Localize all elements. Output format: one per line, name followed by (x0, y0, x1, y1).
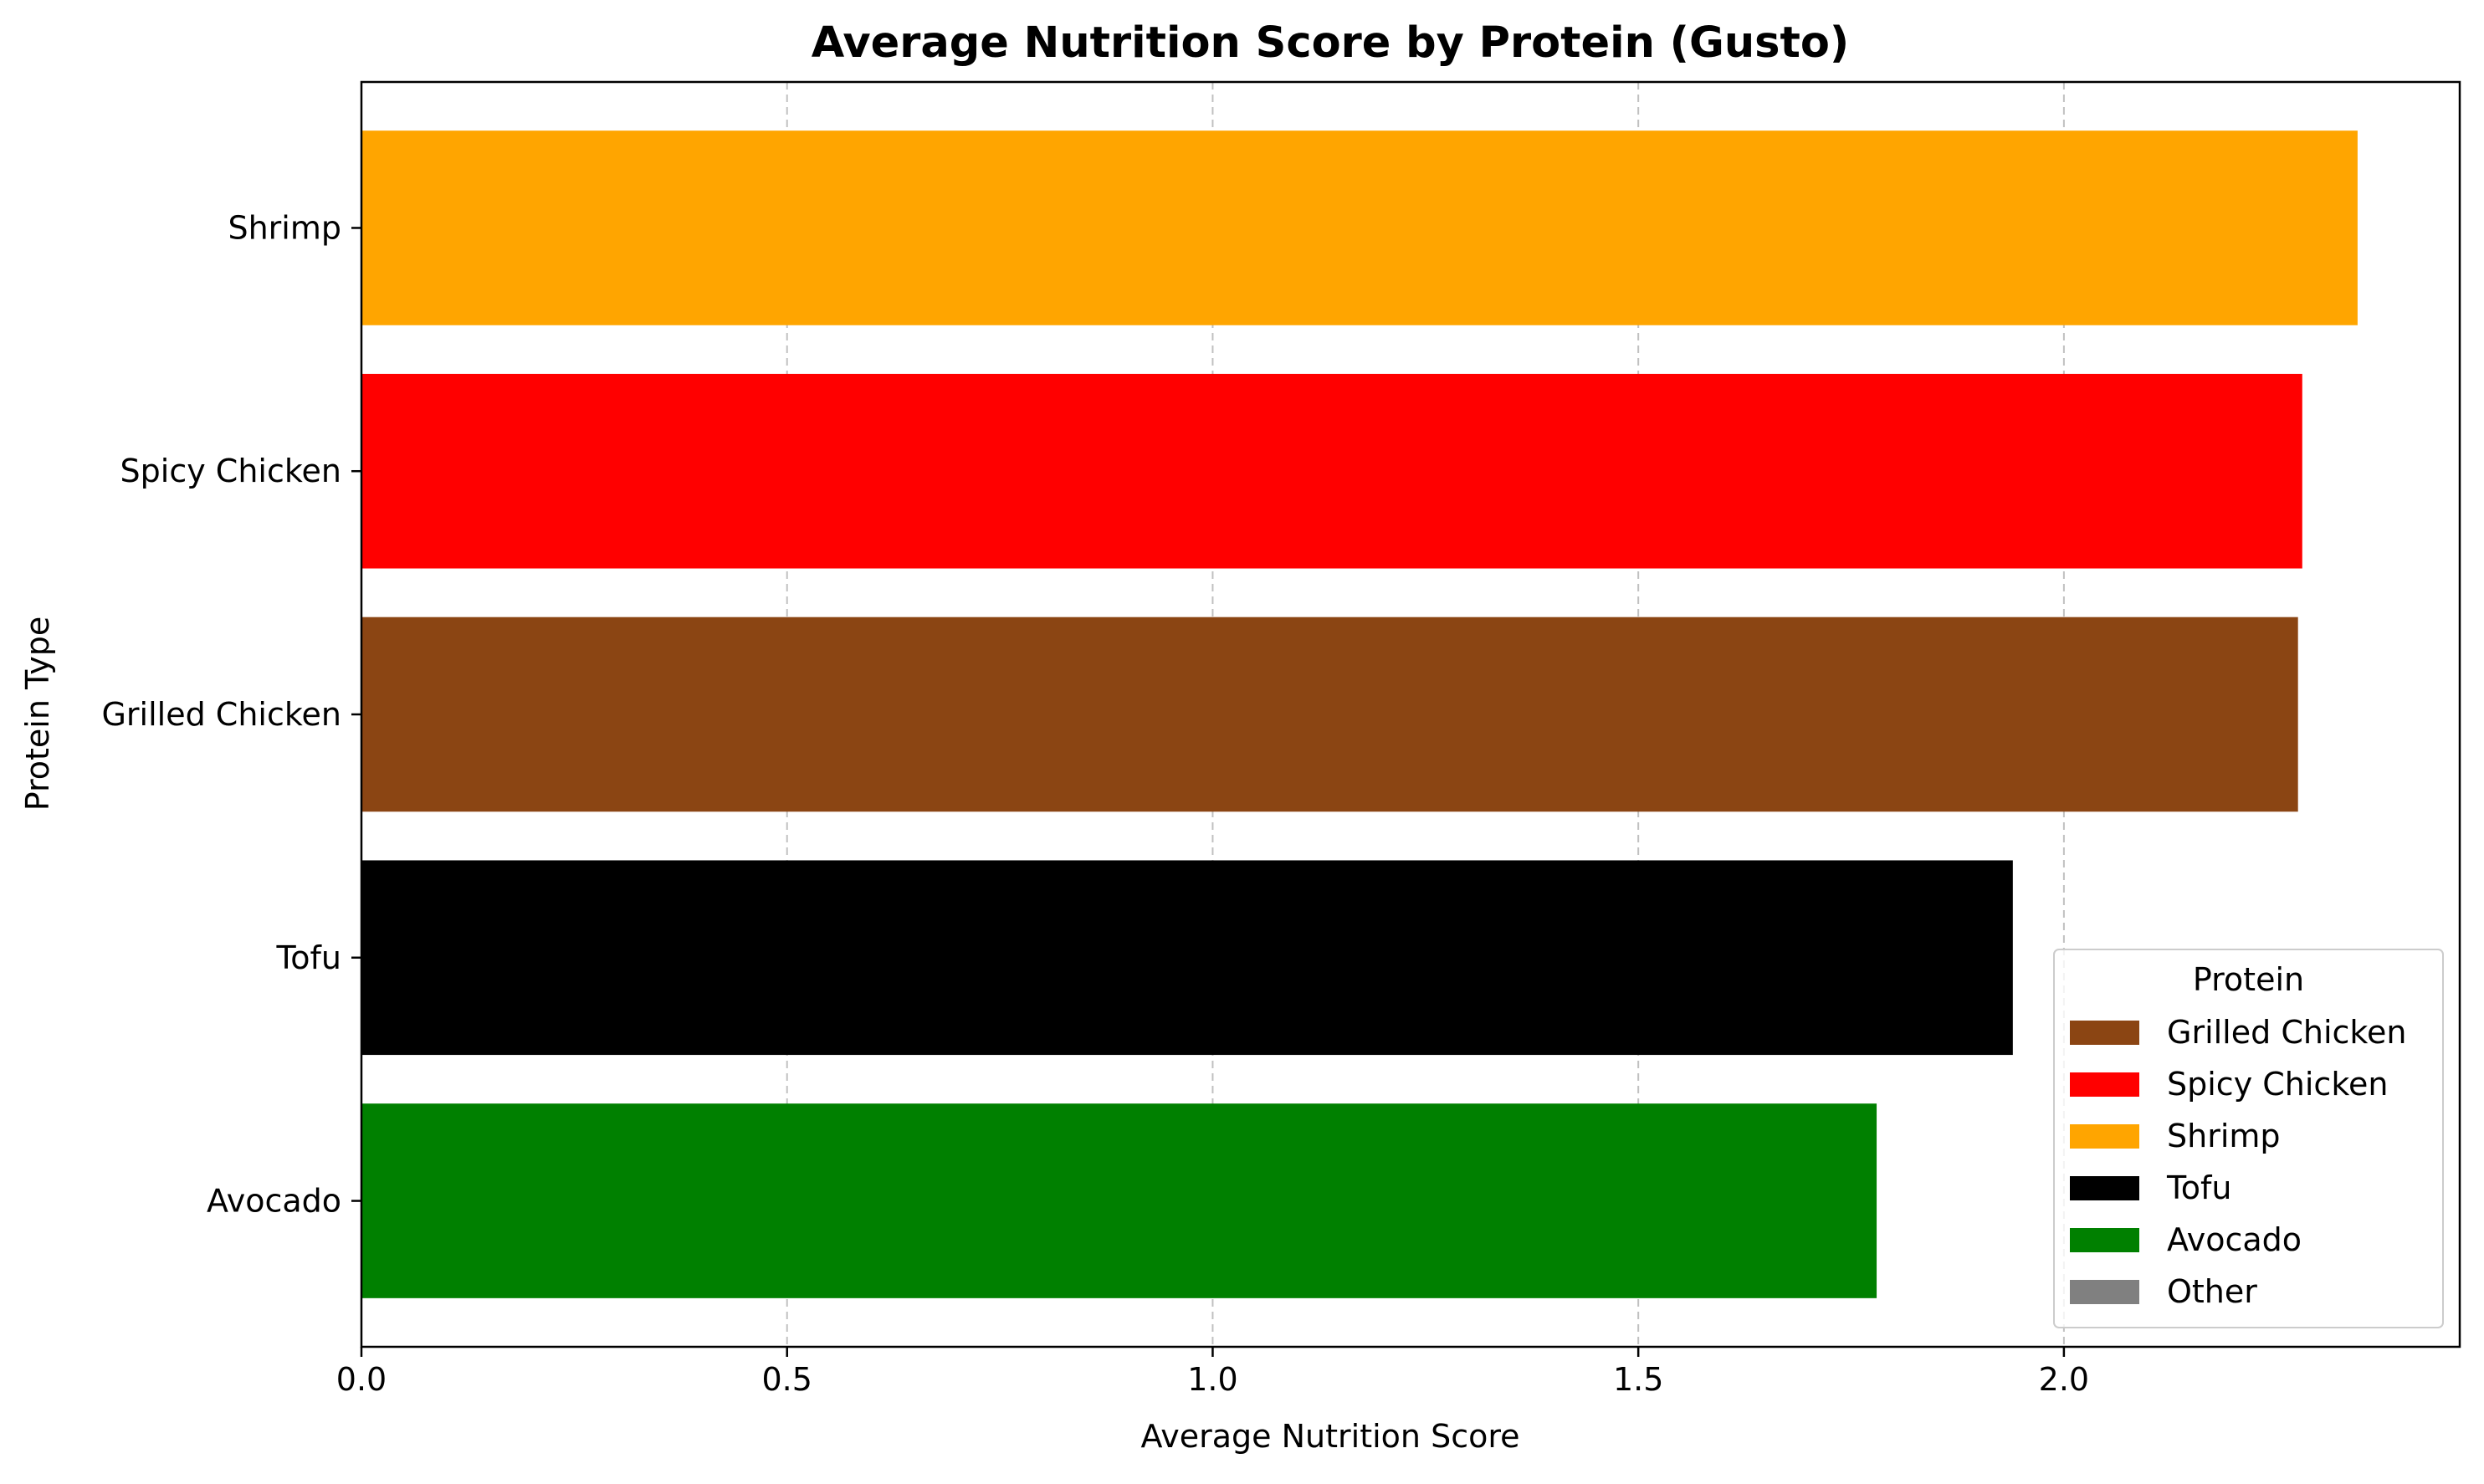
x-tick-label: 1.5 (1613, 1361, 1663, 1398)
legend-label-grilled-chicken: Grilled Chicken (2167, 1014, 2407, 1051)
legend-title: Protein (2193, 961, 2304, 998)
y-tick-label: Tofu (276, 939, 341, 976)
y-tick-label: Grilled Chicken (101, 696, 341, 733)
x-axis-ticks: 0.0 0.5 1.0 1.5 2.0 (336, 1347, 2089, 1398)
chart-title: Average Nutrition Score by Protein (Gust… (812, 18, 1850, 68)
legend-label-tofu: Tofu (2166, 1169, 2231, 1206)
x-tick-label: 1.0 (1187, 1361, 1237, 1398)
legend-box (2053, 949, 2444, 1328)
x-tick-label: 2.0 (2039, 1361, 2089, 1398)
legend-entries: Grilled Chicken Spicy Chicken Shrimp Tofu Av… (2070, 1014, 2407, 1310)
legend-swatch-other (2070, 1280, 2139, 1304)
legend: Protein Grilled Chicken Spicy Chicken Shri… (2053, 949, 2444, 1328)
legend-label-spicy-chicken: Spicy Chicken (2167, 1066, 2388, 1103)
bars (361, 130, 2358, 1298)
legend-swatch-spicy-chicken (2070, 1072, 2139, 1097)
x-tick-label: 0.0 (336, 1361, 387, 1398)
x-axis-label: Average Nutrition Score (1140, 1418, 1519, 1455)
x-tick-label: 0.5 (762, 1361, 812, 1398)
bar-shrimp (361, 130, 2358, 325)
legend-swatch-avocado (2070, 1228, 2139, 1252)
legend-label-shrimp: Shrimp (2167, 1118, 2281, 1154)
bar-tofu (361, 860, 2013, 1056)
y-axis-ticks: Shrimp Spicy Chicken Grilled Chicken Tofu Av… (101, 209, 361, 1220)
legend-swatch-grilled-chicken (2070, 1021, 2139, 1045)
y-tick-label: Spicy Chicken (120, 453, 341, 489)
legend-swatch-shrimp (2070, 1124, 2139, 1149)
bar-avocado (361, 1103, 1877, 1298)
legend-label-other: Other (2167, 1273, 2257, 1310)
legend-label-avocado: Avocado (2167, 1221, 2302, 1258)
bar-spicy-chicken (361, 373, 2302, 569)
y-tick-label: Shrimp (228, 209, 341, 246)
bar-grilled-chicken (361, 617, 2298, 812)
y-axis-label: Protein Type (19, 617, 56, 811)
legend-swatch-tofu (2070, 1176, 2139, 1200)
y-tick-label: Avocado (207, 1183, 341, 1220)
